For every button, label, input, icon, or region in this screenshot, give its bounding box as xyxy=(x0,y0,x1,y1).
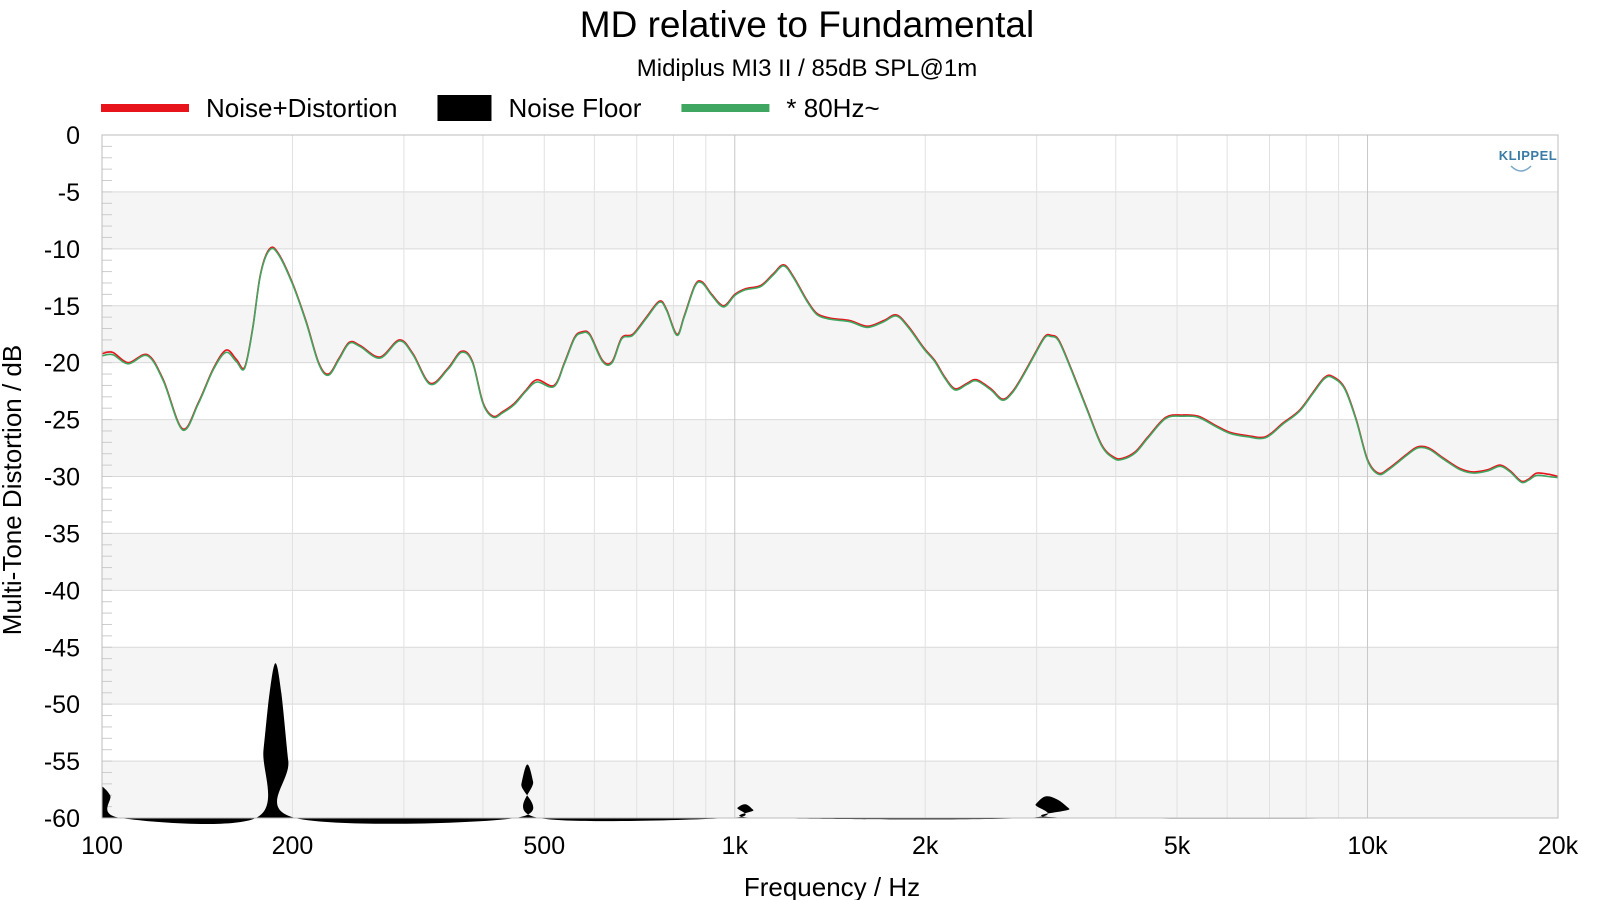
legend-label: * 80Hz~ xyxy=(786,93,879,123)
y-tick-labels: 0 -5 -10 -15 -20 -25 -30 -35 -40 -45 -50 -55 -60 xyxy=(44,122,80,833)
klippel-logo: KLIPPEL xyxy=(1499,148,1557,172)
x-axis-label: Frequency / Hz xyxy=(744,872,920,900)
legend: Noise+Distortion Noise Floor * 80Hz~ xyxy=(101,93,880,123)
legend-item-noise-floor: Noise Floor xyxy=(437,93,642,123)
grid-band xyxy=(102,419,1558,477)
legend-swatch xyxy=(437,95,492,121)
grid-band xyxy=(102,191,1558,249)
plot-bands xyxy=(102,135,1558,818)
x-tick-label: 5k xyxy=(1164,832,1191,860)
grid-band xyxy=(102,248,1558,306)
grid-band xyxy=(102,590,1558,648)
grid-band xyxy=(102,704,1558,762)
y-tick-label: -5 xyxy=(58,179,80,207)
x-tick-label: 200 xyxy=(272,832,314,860)
grid-band xyxy=(102,533,1558,591)
x-tick-label: 20k xyxy=(1538,832,1579,860)
logo-arc xyxy=(1510,165,1532,172)
chart-subtitle: Midiplus MI3 II / 85dB SPL@1m xyxy=(637,55,978,82)
grid-band xyxy=(102,647,1558,705)
legend-label: Noise+Distortion xyxy=(206,93,397,123)
y-tick-label: 0 xyxy=(66,122,80,150)
y-tick-label: -60 xyxy=(44,805,80,833)
y-axis-label: Multi-Tone Distortion / dB xyxy=(0,345,27,635)
y-tick-label: -25 xyxy=(44,407,80,435)
grid-band xyxy=(102,476,1558,534)
x-tick-label: 500 xyxy=(523,832,565,860)
legend-label: Noise Floor xyxy=(508,93,641,123)
series-80hz-line xyxy=(101,247,1559,484)
y-tick-label: -30 xyxy=(44,464,80,492)
y-tick-label: -35 xyxy=(44,520,80,548)
y-tick-label: -10 xyxy=(44,236,80,264)
grid-band xyxy=(102,362,1558,420)
y-tick-label: -55 xyxy=(44,748,80,776)
x-tick-label: 1k xyxy=(722,832,749,860)
x-tick-labels: 100 200 500 1k 2k 5k 10k 20k xyxy=(81,832,1579,860)
chart-title: MD relative to Fundamental xyxy=(580,4,1034,45)
grid-band xyxy=(102,761,1558,818)
legend-item-noise-distortion: Noise+Distortion xyxy=(101,93,397,123)
grid-band xyxy=(102,135,1558,192)
y-tick-label: -45 xyxy=(44,634,80,662)
legend-item-80hz: * 80Hz~ xyxy=(681,93,880,123)
y-tick-label: -50 xyxy=(44,691,80,719)
x-tick-label: 2k xyxy=(912,832,939,860)
y-tick-label: -40 xyxy=(44,577,80,605)
legend-swatch xyxy=(101,104,189,112)
plot-frame xyxy=(101,134,1559,819)
x-tick-label: 10k xyxy=(1347,832,1388,860)
legend-swatch xyxy=(681,104,770,112)
plot-series xyxy=(101,246,1559,825)
x-tick-label: 100 xyxy=(81,832,123,860)
grid-band xyxy=(102,305,1558,363)
y-tick-label: -20 xyxy=(44,350,80,378)
logo-text: KLIPPEL xyxy=(1499,148,1557,163)
y-tick-label: -15 xyxy=(44,293,80,321)
